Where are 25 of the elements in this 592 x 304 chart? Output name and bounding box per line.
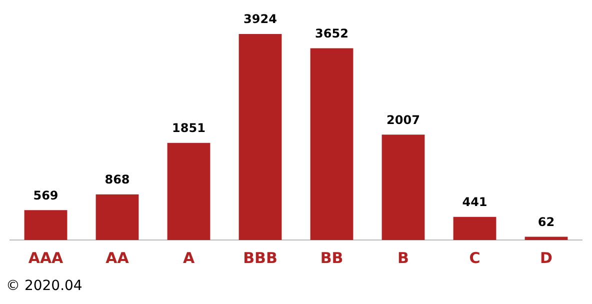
bar — [167, 142, 210, 240]
bar — [382, 134, 425, 240]
data-label: 569 — [33, 188, 58, 202]
x-tick-label: BBB — [243, 248, 278, 267]
x-tick-label: D — [540, 248, 552, 267]
x-tick-label: BB — [320, 248, 344, 267]
x-tick-label: B — [398, 248, 409, 267]
x-tick-label: AA — [106, 248, 130, 267]
bar — [310, 48, 354, 240]
bar — [453, 216, 496, 240]
bar — [524, 236, 568, 240]
x-tick-label: AAA — [28, 248, 64, 267]
bar — [238, 34, 282, 240]
data-label: 441 — [462, 194, 488, 209]
data-label: 2007 — [386, 112, 420, 127]
bar — [96, 194, 139, 240]
x-tick-label: C — [469, 248, 480, 267]
data-label: 3652 — [315, 26, 348, 40]
x-tick-label: A — [182, 248, 195, 267]
data-label: 62 — [538, 214, 555, 229]
data-label: 868 — [104, 172, 130, 187]
text: © 2020.04 — [5, 278, 84, 294]
data-label: 3924 — [244, 12, 277, 26]
data-label: 1851 — [172, 120, 206, 135]
bar — [24, 210, 68, 240]
